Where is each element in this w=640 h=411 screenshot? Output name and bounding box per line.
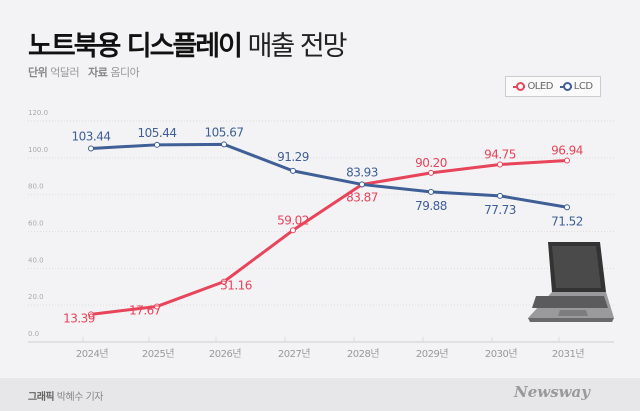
title-light: 매출 전망 <box>247 31 348 62</box>
data-point <box>221 278 227 285</box>
data-point <box>497 192 503 199</box>
series-line-lcd <box>90 142 568 209</box>
x-tick-label: 2028년 <box>347 348 379 360</box>
lcd-marker-icon <box>559 82 572 91</box>
x-tick-label: 2029년 <box>416 348 448 360</box>
data-point <box>359 181 365 188</box>
data-label: 79.88 <box>415 199 447 213</box>
source-value: 옴디아 <box>110 66 140 79</box>
credit-label: 그래픽 <box>28 392 55 403</box>
x-tick-label: 2024년 <box>76 348 108 360</box>
series-line-oled <box>90 158 568 316</box>
data-label: 59.02 <box>277 213 309 227</box>
data-point <box>564 204 570 211</box>
y-tick-label: 20.0 <box>28 293 44 301</box>
data-label: 105.67 <box>205 125 244 139</box>
x-tick-label: 2030년 <box>485 348 517 360</box>
credit-name: 박혜수 기자 <box>56 392 104 403</box>
data-label: 94.75 <box>484 148 516 162</box>
data-label: 17.67 <box>129 303 161 317</box>
data-point <box>564 157 570 164</box>
source-label: 자료 <box>88 66 108 79</box>
subtitle: 단위 억달러 자료 옴디아 <box>28 64 140 80</box>
data-label: 103.44 <box>72 129 111 143</box>
y-tick-label: 120.0 <box>28 109 48 117</box>
page-title: 노트북용 디스플레이 매출 전망 <box>28 24 348 63</box>
data-label: 91.29 <box>277 150 309 164</box>
x-tick-label: 2031년 <box>552 348 584 360</box>
y-tick-label: 80.0 <box>28 183 44 191</box>
data-point <box>154 141 160 148</box>
data-point <box>428 188 434 195</box>
y-tick-label: 0.0 <box>28 330 39 338</box>
data-label: 90.20 <box>415 156 447 170</box>
legend-item-lcd: LCD <box>559 81 593 92</box>
data-label: 83.87 <box>346 191 378 205</box>
legend-label: OLED <box>527 81 553 92</box>
data-point <box>497 161 503 168</box>
data-label: 31.16 <box>220 279 252 293</box>
data-point <box>428 169 434 176</box>
unit-value: 억달러 <box>50 66 80 79</box>
unit-label: 단위 <box>28 66 48 79</box>
oled-marker-icon <box>513 82 526 91</box>
x-tick-label: 2026년 <box>209 348 241 360</box>
y-tick-label: 100.0 <box>28 146 48 154</box>
data-point <box>290 227 296 234</box>
data-point <box>290 167 296 174</box>
line-chart: 0.0 20.0 40.0 60.0 80.0 100.0 120.0 2024년 2025년 2… <box>28 109 614 360</box>
x-tick-label: 2027년 <box>278 348 310 360</box>
data-label: 96.94 <box>551 143 583 157</box>
data-label: 83.93 <box>346 165 378 179</box>
data-label: 71.52 <box>551 214 583 228</box>
data-point <box>88 311 94 318</box>
laptop-icon <box>528 242 614 322</box>
x-tick-label: 2025년 <box>142 348 174 360</box>
data-label: 105.44 <box>138 126 177 140</box>
data-point <box>88 145 94 152</box>
legend: OLED LCD <box>505 76 601 97</box>
y-tick-label: 40.0 <box>28 256 44 264</box>
data-point <box>221 141 227 148</box>
legend-label: LCD <box>573 81 593 92</box>
brand-logo: Newsway <box>514 383 590 401</box>
footer: 그래픽 박혜수 기자 Newsway <box>0 378 640 411</box>
title-bold: 노트북용 디스플레이 <box>28 31 243 62</box>
data-point <box>154 303 160 310</box>
credit: 그래픽 박혜수 기자 <box>28 388 103 403</box>
y-tick-label: 60.0 <box>28 220 44 228</box>
legend-item-oled: OLED <box>513 81 553 92</box>
data-label: 77.73 <box>484 203 516 217</box>
data-label: 13.39 <box>63 311 95 325</box>
